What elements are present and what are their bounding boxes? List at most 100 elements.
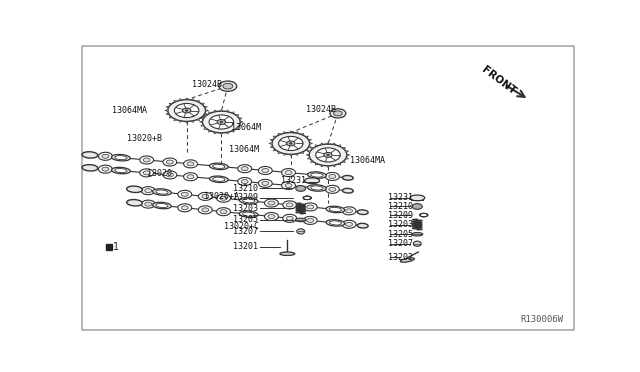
Ellipse shape [264,199,278,207]
Polygon shape [174,100,177,102]
Ellipse shape [156,190,168,194]
Ellipse shape [140,156,154,164]
Polygon shape [342,148,346,149]
Polygon shape [209,130,211,132]
Polygon shape [169,103,172,105]
Polygon shape [204,106,207,108]
Text: 13020+C: 13020+C [224,222,259,231]
Ellipse shape [283,214,297,222]
Ellipse shape [198,206,212,214]
Ellipse shape [326,220,345,226]
Text: 13210: 13210 [232,184,257,193]
Circle shape [174,103,199,118]
Ellipse shape [342,176,353,180]
Ellipse shape [82,165,98,171]
Polygon shape [346,157,349,159]
Ellipse shape [262,169,269,173]
Circle shape [326,154,330,155]
Polygon shape [185,98,188,100]
Polygon shape [220,109,223,111]
Ellipse shape [311,173,323,177]
Ellipse shape [259,179,272,187]
Ellipse shape [357,223,368,228]
Ellipse shape [346,222,353,226]
Text: 13064M: 13064M [228,145,259,154]
Polygon shape [165,110,168,111]
Text: 13024B: 13024B [191,80,221,89]
Polygon shape [166,106,169,108]
Polygon shape [239,125,242,126]
Polygon shape [295,154,298,155]
Ellipse shape [115,155,127,160]
Polygon shape [284,131,287,134]
Polygon shape [306,154,309,156]
Polygon shape [269,142,272,144]
Text: 13207: 13207 [388,239,413,248]
Ellipse shape [243,212,255,216]
Polygon shape [289,154,292,156]
Polygon shape [326,166,330,167]
Polygon shape [338,145,341,147]
Polygon shape [308,139,312,141]
Ellipse shape [329,221,342,225]
Polygon shape [166,113,169,115]
Text: 13231: 13231 [388,193,413,202]
Ellipse shape [264,212,278,221]
Circle shape [202,111,240,133]
Circle shape [289,143,292,144]
Ellipse shape [216,208,230,216]
Text: 13020+A: 13020+A [204,192,239,201]
Ellipse shape [286,217,293,220]
Ellipse shape [187,162,194,166]
Polygon shape [270,139,273,141]
Ellipse shape [212,177,225,181]
Text: 13231: 13231 [281,176,306,185]
Circle shape [412,203,422,209]
Polygon shape [332,143,335,145]
Text: 1: 1 [113,241,119,251]
Ellipse shape [82,152,98,158]
Ellipse shape [111,154,130,161]
Ellipse shape [145,189,152,193]
Ellipse shape [325,185,339,193]
Ellipse shape [346,209,353,213]
Circle shape [272,132,310,154]
Circle shape [219,81,237,92]
Ellipse shape [243,199,255,203]
Polygon shape [301,133,303,135]
Ellipse shape [99,152,113,160]
Text: 13064MA: 13064MA [112,106,147,115]
Polygon shape [305,136,308,138]
Circle shape [182,108,191,113]
Ellipse shape [166,173,173,177]
Ellipse shape [202,195,209,198]
Polygon shape [273,136,276,138]
Ellipse shape [102,167,109,171]
Ellipse shape [295,218,306,222]
Polygon shape [204,115,207,116]
Ellipse shape [127,186,143,192]
Ellipse shape [342,207,356,215]
Ellipse shape [163,158,177,166]
Text: 13205: 13205 [232,215,257,224]
Ellipse shape [285,170,292,174]
Ellipse shape [111,167,130,174]
Polygon shape [284,154,287,155]
Text: 13203: 13203 [388,220,413,229]
Ellipse shape [305,178,319,183]
Circle shape [296,186,306,191]
Text: 13209: 13209 [232,193,257,202]
Text: 13024B: 13024B [306,105,336,115]
Polygon shape [278,152,281,154]
Polygon shape [307,157,310,159]
Polygon shape [231,130,234,132]
Polygon shape [196,100,200,102]
Ellipse shape [413,241,421,246]
Polygon shape [204,128,207,129]
Ellipse shape [181,192,188,196]
Text: 13064M: 13064M [231,123,261,132]
Text: 13020: 13020 [147,169,172,178]
Polygon shape [204,113,207,115]
Circle shape [316,148,340,162]
Ellipse shape [280,252,295,256]
